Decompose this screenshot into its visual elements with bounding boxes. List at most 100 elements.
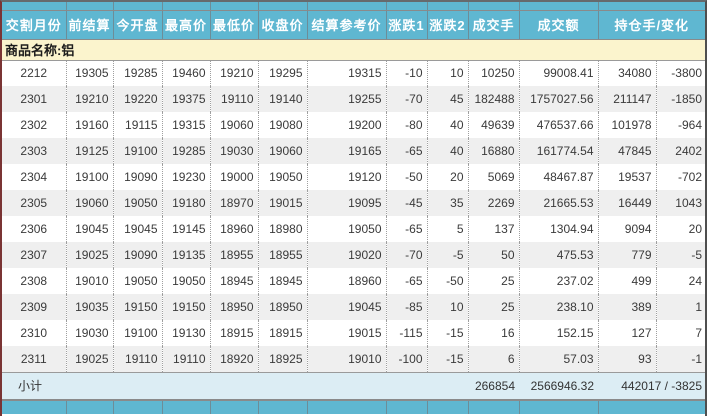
cell: 19210 <box>210 60 259 86</box>
cell: 19015 <box>307 320 387 346</box>
cell-delivery-month: 2212 <box>2 60 67 86</box>
cell: 35 <box>427 190 469 216</box>
partial-cell <box>468 2 520 11</box>
cell: -15 <box>427 320 469 346</box>
cell: 19050 <box>162 268 211 294</box>
table-row: 2311 19025 19110 19110 18920 18925 19010 -100 -1… <box>2 346 705 372</box>
cell: 18915 <box>258 320 308 346</box>
cell: 18970 <box>210 190 259 216</box>
commodity-name-label: 商品名称:铝 <box>2 39 705 61</box>
cell: 34080 <box>598 60 657 86</box>
cell-delivery-month: 2311 <box>2 346 67 372</box>
col-header-turnover: 成交额 <box>519 10 599 40</box>
cell: 19045 <box>307 294 387 320</box>
partial-cell <box>2 399 67 414</box>
cell: 19285 <box>113 60 163 86</box>
col-header-prev-settlement: 前结算 <box>66 10 114 40</box>
partial-header-row-bottom <box>2 399 705 414</box>
table-row: 2306 19045 19045 19145 18960 18980 19050 -65 5 13… <box>2 216 705 242</box>
cell: 19090 <box>113 242 163 268</box>
cell: 40 <box>427 138 469 164</box>
cell: -65 <box>386 216 428 242</box>
cell: 19537 <box>598 164 657 190</box>
partial-cell <box>598 2 705 11</box>
partial-cell <box>66 2 114 11</box>
cell: 19295 <box>258 60 308 86</box>
cell: 19050 <box>113 190 163 216</box>
cell: -10 <box>386 60 428 86</box>
cell: 1 <box>656 294 705 320</box>
table-header-row: 交割月份 前结算 今开盘 最高价 最低价 收盘价 结算参考价 涨跌1 涨跌2 成… <box>2 10 705 40</box>
cell: 19210 <box>66 86 114 112</box>
cell: 19230 <box>162 164 211 190</box>
cell: 10 <box>427 294 469 320</box>
cell: 19220 <box>113 86 163 112</box>
cell-delivery-month: 2305 <box>2 190 67 216</box>
cell: 19200 <box>307 112 387 138</box>
cell: -65 <box>386 138 428 164</box>
cell: 19010 <box>307 346 387 372</box>
partial-cell <box>519 399 599 414</box>
cell: 19285 <box>162 138 211 164</box>
partial-cell <box>113 2 163 11</box>
partial-cell <box>258 399 308 414</box>
cell: 19100 <box>113 320 163 346</box>
cell: 19050 <box>258 164 308 190</box>
table-row: 2303 19125 19100 19285 19030 19060 19165 -65 40 1… <box>2 138 705 164</box>
cell: 389 <box>598 294 657 320</box>
table-row: 2308 19010 19050 19050 18945 18945 18960 -65 -50… <box>2 268 705 294</box>
cell: 19305 <box>66 60 114 86</box>
cell: 18945 <box>210 268 259 294</box>
partial-cell <box>210 2 259 11</box>
cell: 18920 <box>210 346 259 372</box>
cell: -964 <box>677 118 702 132</box>
cell: -5 <box>656 242 705 268</box>
cell: 19110 <box>210 86 259 112</box>
partial-cell <box>210 399 259 414</box>
cell: 25 <box>468 294 520 320</box>
cell: -1850 <box>656 86 705 112</box>
cell: 20 <box>688 222 702 236</box>
col-header-close: 收盘价 <box>258 10 308 40</box>
cell: 19015 <box>258 190 308 216</box>
cell: 19110 <box>162 346 211 372</box>
table-row: 2304 19100 19090 19230 19000 19050 19120 -50 20 5… <box>2 164 705 190</box>
cell: 19255 <box>307 86 387 112</box>
cell: 93 <box>598 346 657 372</box>
cell: -5 <box>427 242 469 268</box>
cell-delivery-month: 2310 <box>2 320 67 346</box>
cell: 1304.94 <box>519 216 599 242</box>
cell: 19035 <box>66 294 114 320</box>
cell: 19025 <box>66 346 114 372</box>
data-rows: 2212 19305 19285 19460 19210 19295 19315 -10 10 1… <box>2 60 705 372</box>
partial-cell <box>468 399 520 414</box>
cell: 21665.53 <box>519 190 599 216</box>
subtotal-label: 小计 <box>2 371 468 400</box>
cell: 7 <box>695 326 702 340</box>
cell: 19150 <box>113 294 163 320</box>
cell-delivery-month: 2306 <box>2 216 67 242</box>
cell: 475.53 <box>519 242 599 268</box>
cell: -80 <box>386 112 428 138</box>
cell: 127 <box>598 320 657 346</box>
cell: 19125 <box>66 138 114 164</box>
cell: 19095 <box>307 190 387 216</box>
cell: 18955 <box>258 242 308 268</box>
partial-cell <box>66 399 114 414</box>
cell: 45 <box>427 86 469 112</box>
cell: 18915 <box>210 320 259 346</box>
cell: 49639 <box>468 112 520 138</box>
cell: 19060 <box>210 112 259 138</box>
cell: -3800 <box>671 66 702 81</box>
cell: 16449 <box>598 190 657 216</box>
cell: 19060 <box>66 190 114 216</box>
subtotal-row: 小计 266854 2566946.32 442017 / -3825 <box>2 371 705 400</box>
cell: 2269 <box>468 190 520 216</box>
cell: 19110 <box>113 346 163 372</box>
cell: 57.03 <box>519 346 599 372</box>
cell: 19135 <box>162 242 211 268</box>
cell-delivery-month: 2301 <box>2 86 67 112</box>
subtotal-turnover: 2566946.32 <box>519 371 598 400</box>
table-row: 2305 19060 19050 19180 18970 19015 19095 -45 35 2… <box>2 190 705 216</box>
partial-cell <box>519 2 599 11</box>
